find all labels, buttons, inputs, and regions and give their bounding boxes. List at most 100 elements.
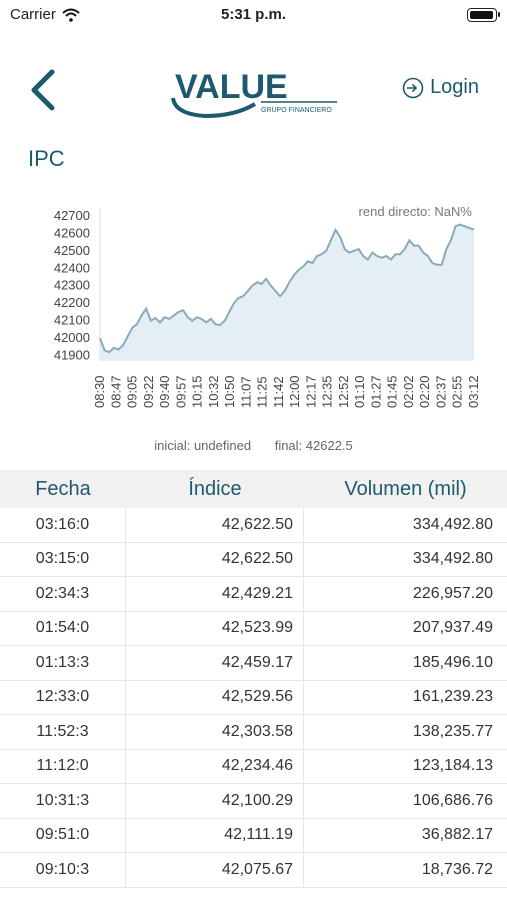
y-tick-label: 42400 xyxy=(54,260,90,275)
cell-fecha: 02:34:3 xyxy=(0,577,126,611)
cell-indice: 42,303.58 xyxy=(126,715,304,749)
table-row: 10:31:3 42,100.29 106,686.76 xyxy=(0,784,507,819)
login-label: Login xyxy=(430,76,479,98)
table-row: 01:13:3 42,459.17 185,496.10 xyxy=(0,646,507,681)
x-tick-label: 12:17 xyxy=(303,375,318,408)
x-tick-label: 02:02 xyxy=(401,375,416,408)
x-tick-label: 02:37 xyxy=(433,375,448,408)
carrier: Carrier xyxy=(10,6,80,23)
cell-indice: 42,075.67 xyxy=(126,853,304,887)
x-tick-label: 12:00 xyxy=(287,375,302,408)
table-row: 12:33:0 42,529.56 161,239.23 xyxy=(0,680,507,715)
data-table: Fecha Índice Volumen (mil) 03:16:0 42,622… xyxy=(0,470,507,888)
x-tick-label: 09:22 xyxy=(141,375,156,408)
x-tick-label: 11:42 xyxy=(271,376,286,408)
cell-volumen: 207,937.49 xyxy=(412,619,493,637)
x-tick-label: 02:55 xyxy=(450,375,465,408)
y-tick-label: 42200 xyxy=(54,295,90,310)
header-fecha: Fecha xyxy=(35,477,91,500)
table-row: 03:15:0 42,622.50 334,492.80 xyxy=(0,542,507,577)
cell-fecha: 09:10:3 xyxy=(0,853,126,887)
logo-graphic: VALUE GRUPO FINANCIERO xyxy=(171,68,337,119)
x-tick-label: 12:35 xyxy=(320,375,335,408)
cell-fecha: 01:13:3 xyxy=(0,646,126,680)
price-area xyxy=(100,224,474,360)
x-tick-label: 11:25 xyxy=(255,376,270,408)
page-title: IPC xyxy=(28,146,65,171)
y-tick-label: 41900 xyxy=(54,348,90,363)
x-tick-label: 12:52 xyxy=(336,375,351,408)
header-indice: Índice xyxy=(188,477,242,500)
cell-volumen: 36,882.17 xyxy=(421,826,493,844)
logo-text: VALUE xyxy=(175,68,288,106)
cell-indice: 42,523.99 xyxy=(126,611,304,645)
cell-volumen: 185,496.10 xyxy=(412,653,493,671)
cell-fecha: 10:31:3 xyxy=(0,784,126,818)
y-tick-label: 42600 xyxy=(54,225,90,240)
chart-summary: inicial: undefined final: 42622.5 xyxy=(0,438,507,453)
price-line xyxy=(99,223,475,354)
brand-logo: VALUE GRUPO FINANCIERO xyxy=(165,64,345,120)
cell-indice: 42,234.46 xyxy=(126,749,304,783)
x-tick-label: 10:15 xyxy=(190,375,205,408)
cell-volumen: 18,736.72 xyxy=(421,860,493,878)
cell-volumen: 226,957.20 xyxy=(412,584,493,602)
y-tick-label: 42100 xyxy=(54,313,90,328)
battery-icon xyxy=(467,8,500,22)
table-body: 03:16:0 42,622.50 334,492.80 03:15:0 42,622.… xyxy=(0,508,507,888)
cell-fecha: 12:33:0 xyxy=(0,680,126,714)
carrier-label: Carrier xyxy=(10,6,56,23)
table-header: Fecha Índice Volumen (mil) xyxy=(0,470,507,508)
x-tick-label: 01:10 xyxy=(352,375,367,408)
x-tick-label: 03:12 xyxy=(466,375,481,408)
cell-fecha: 01:54:0 xyxy=(0,611,126,645)
cell-fecha: 03:15:0 xyxy=(0,542,126,576)
cell-volumen: 161,239.23 xyxy=(412,688,493,706)
x-tick-label: 09:40 xyxy=(157,375,172,408)
cell-volumen: 334,492.80 xyxy=(412,515,493,533)
summary-final: final: 42622.5 xyxy=(274,438,353,453)
x-tick-label: 09:57 xyxy=(173,375,188,408)
x-tick-label: 02:20 xyxy=(417,375,432,408)
cell-fecha: 11:52:3 xyxy=(0,715,126,749)
price-chart: rend directo: NaN% 41900 42000 42100 42200 4… xyxy=(54,204,481,408)
cell-indice: 42,111.19 xyxy=(126,818,304,852)
x-tick-label: 10:50 xyxy=(222,375,237,408)
cell-indice: 42,622.50 xyxy=(126,508,304,542)
chart-annotation: rend directo: NaN% xyxy=(359,204,473,219)
cell-fecha: 11:12:0 xyxy=(0,749,126,783)
table-row: 03:16:0 42,622.50 334,492.80 xyxy=(0,508,507,543)
back-button[interactable] xyxy=(24,68,64,112)
battery-fill xyxy=(470,11,493,19)
cell-indice: 42,429.21 xyxy=(126,577,304,611)
wifi-icon xyxy=(62,8,80,22)
table-row: 09:10:3 42,075.67 18,736.72 xyxy=(0,853,507,888)
cell-indice: 42,100.29 xyxy=(126,784,304,818)
y-tick-label: 42700 xyxy=(54,208,90,223)
cell-fecha: 03:16:0 xyxy=(0,508,126,542)
x-tick-label: 09:05 xyxy=(125,375,140,408)
y-tick-label: 42000 xyxy=(54,330,90,345)
table-row: 11:52:3 42,303.58 138,235.77 xyxy=(0,715,507,750)
status-time: 5:31 p.m. xyxy=(220,6,287,23)
chevron-left-icon xyxy=(31,69,55,111)
login-button[interactable]: Login xyxy=(402,76,479,99)
table-row: 09:51:0 42,111.19 36,882.17 xyxy=(0,818,507,853)
cell-indice: 42,459.17 xyxy=(126,646,304,680)
cell-volumen: 138,235.77 xyxy=(412,722,493,740)
x-tick-label: 08:47 xyxy=(108,375,123,408)
cell-indice: 42,622.50 xyxy=(126,542,304,576)
x-tick-label: 01:27 xyxy=(368,375,383,408)
cell-volumen: 106,686.76 xyxy=(412,791,493,809)
logo-subtext: GRUPO FINANCIERO xyxy=(261,107,332,114)
header-volumen: Volumen (mil) xyxy=(344,477,467,500)
cell-volumen: 334,492.80 xyxy=(412,550,493,568)
cell-volumen: 123,184.13 xyxy=(412,757,493,775)
table-row: 02:34:3 42,429.21 226,957.20 xyxy=(0,577,507,612)
table-row: 11:12:0 42,234.46 123,184.13 xyxy=(0,749,507,784)
summary-inicial: inicial: undefined xyxy=(154,438,252,453)
x-tick-label: 11:07 xyxy=(238,376,253,408)
x-tick-label: 08:30 xyxy=(92,375,107,408)
nav-bar: VALUE GRUPO FINANCIERO Login xyxy=(0,60,507,120)
login-icon xyxy=(402,77,424,98)
